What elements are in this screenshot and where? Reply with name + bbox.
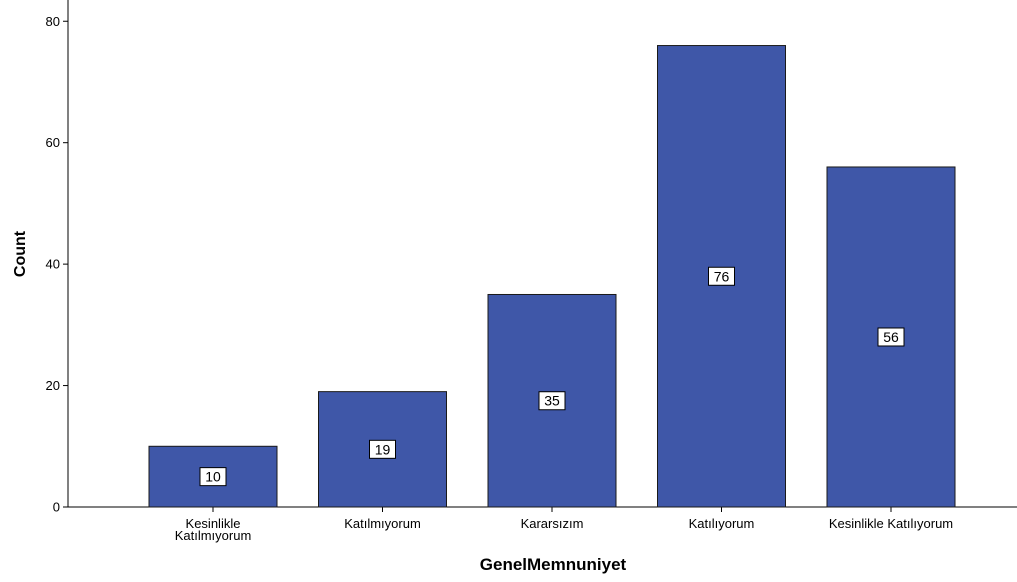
data-label: 35 [544, 393, 560, 409]
y-tick-label: 20 [46, 378, 60, 393]
data-label-box [708, 266, 735, 286]
y-tick-label: 60 [46, 135, 60, 150]
data-label: 10 [205, 469, 221, 485]
x-tick-label: Katılıyorum [689, 516, 755, 531]
x-tick-label: Kesinlikle Katılıyorum [829, 516, 953, 531]
bars [148, 45, 956, 508]
data-label: 19 [375, 441, 391, 457]
data-label-box [538, 391, 566, 411]
x-tick-label: Katılmıyorum [344, 516, 421, 531]
y-tick-label: 40 [46, 257, 60, 272]
x-axis: Kesinlikle Katılmıyorum Katılmıyorum Karars… [68, 506, 1017, 543]
bar [487, 293, 617, 508]
y-tick-label: 0 [53, 500, 60, 515]
x-tick-label: Kararsızım [521, 516, 584, 531]
y-axis: 0 20 40 60 80 [46, 0, 69, 515]
data-label: 56 [883, 329, 899, 345]
data-label-box [877, 327, 905, 347]
data-label-box [369, 439, 396, 459]
data-labels: 10 19 35 76 56 [199, 266, 905, 487]
x-axis-title: GenelMemnuniyet [480, 555, 627, 574]
x-tick-label: Kesinlikle Katılmıyorum [175, 516, 252, 543]
y-tick-label: 80 [46, 14, 60, 29]
data-label: 76 [714, 268, 730, 284]
y-axis-title: Count [12, 230, 29, 277]
data-label-box [199, 467, 227, 487]
